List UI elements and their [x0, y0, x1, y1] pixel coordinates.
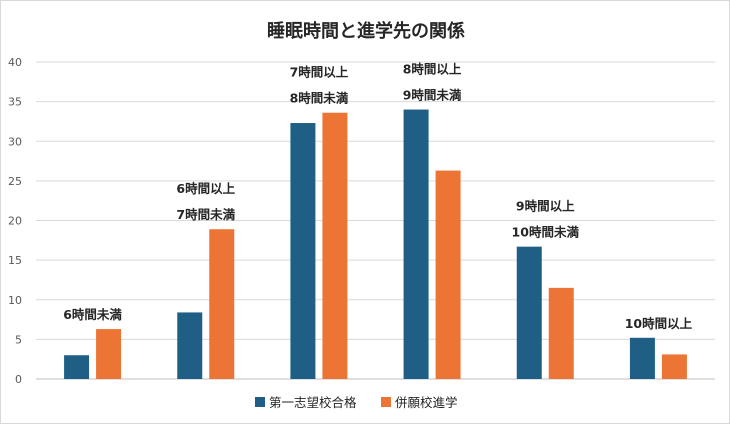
y-tick-label: 15: [8, 254, 22, 267]
y-axis-ticks: 0 5 10 15 20 25 30 35 40: [8, 56, 22, 386]
category-label: 10時間以上: [625, 316, 693, 331]
category-label: 9時間以上: [516, 199, 575, 214]
bar-gokaku: [290, 123, 316, 380]
y-tick-label: 25: [8, 175, 22, 188]
category-label: 8時間以上: [403, 62, 462, 77]
bar-gokaku: [403, 109, 429, 380]
bar-heigan: [209, 229, 235, 379]
legend-label: 併願校進学: [395, 395, 458, 410]
bar-heigan: [322, 112, 348, 379]
bar-heigan: [435, 170, 461, 379]
category-label: 6時間未満: [63, 307, 122, 322]
y-tick-label: 30: [8, 135, 22, 148]
category-label: 6時間以上: [176, 181, 235, 196]
y-tick-label: 40: [8, 56, 22, 69]
category-label: 9時間未満: [403, 88, 462, 103]
chart-title: 睡眠時間と進学先の関係: [267, 20, 465, 42]
legend-swatch: [381, 397, 391, 407]
bar-gokaku: [629, 337, 655, 379]
gridlines: [36, 61, 715, 380]
bar-gokaku: [64, 355, 90, 379]
y-tick-label: 10: [8, 294, 22, 307]
y-tick-label: 5: [15, 333, 22, 346]
bar-gokaku: [177, 312, 203, 379]
category-label: 7時間未満: [176, 207, 235, 222]
bar-heigan: [548, 287, 574, 379]
y-tick-label: 0: [15, 373, 22, 386]
y-tick-label: 35: [8, 96, 22, 109]
category-labels: 6時間未満 6時間以上 7時間未満 7時間以上 8時間未満 8時間以上 9時間未満 9時間以上…: [63, 62, 692, 331]
category-label: 10時間未満: [512, 225, 580, 240]
y-tick-label: 20: [8, 215, 22, 228]
category-label: 8時間未満: [290, 91, 349, 106]
category-label: 7時間以上: [290, 65, 349, 80]
bar-heigan: [96, 329, 122, 379]
bar-heigan: [661, 354, 687, 379]
bars: [64, 109, 687, 380]
legend: 第一志望校合格 併願校進学: [255, 395, 458, 410]
legend-label: 第一志望校合格: [269, 395, 357, 410]
legend-swatch: [255, 397, 265, 407]
bar-gokaku: [516, 246, 542, 379]
